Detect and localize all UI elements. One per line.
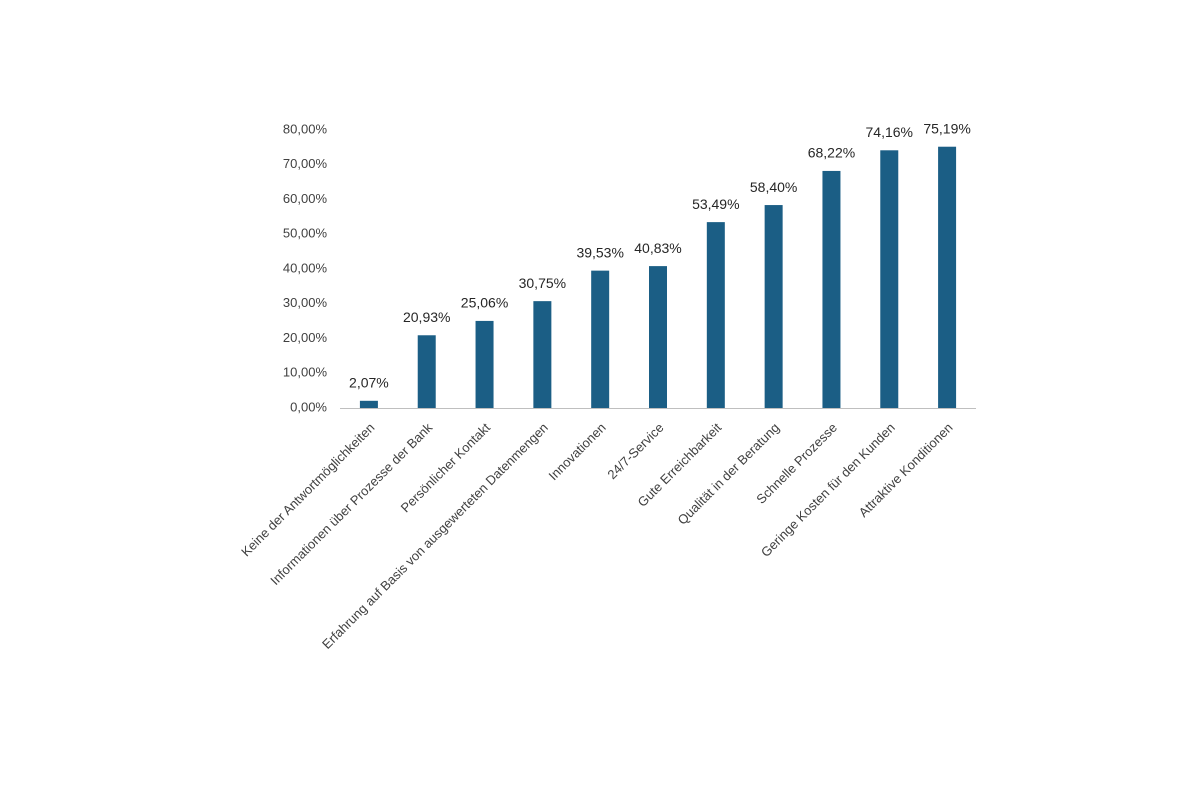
y-tick-label: 80,00% bbox=[283, 121, 328, 136]
value-label: 25,06% bbox=[461, 295, 508, 311]
y-tick-label: 30,00% bbox=[283, 295, 328, 310]
value-label: 53,49% bbox=[692, 196, 739, 212]
bar bbox=[764, 205, 783, 408]
y-tick-label: 70,00% bbox=[283, 156, 328, 171]
x-tick-label: Erfahrung auf Basis von ausgewerteten Da… bbox=[319, 420, 551, 652]
value-label: 39,53% bbox=[576, 244, 623, 260]
y-tick-label: 10,00% bbox=[283, 365, 328, 380]
x-tick-label: 24/7-Service bbox=[604, 420, 666, 482]
x-tick-label: Attraktive Konditionen bbox=[856, 420, 956, 520]
y-tick-label: 20,00% bbox=[283, 330, 328, 345]
bar bbox=[822, 170, 841, 408]
value-label: 2,07% bbox=[349, 375, 389, 391]
x-tick-label: Qualität in der Beratung bbox=[674, 420, 782, 528]
bar bbox=[938, 146, 957, 408]
bar bbox=[359, 400, 378, 408]
value-label: 74,16% bbox=[866, 124, 913, 140]
y-tick-label: 50,00% bbox=[283, 226, 328, 241]
y-tick-label: 0,00% bbox=[290, 399, 327, 414]
y-tick-label: 60,00% bbox=[283, 191, 328, 206]
value-label: 30,75% bbox=[519, 275, 566, 291]
x-tick-label: Innovationen bbox=[545, 420, 608, 483]
bar bbox=[591, 270, 610, 408]
bar bbox=[706, 222, 725, 408]
value-label: 58,40% bbox=[750, 179, 797, 195]
value-label: 68,22% bbox=[808, 145, 855, 161]
value-label: 75,19% bbox=[923, 120, 970, 136]
value-label: 40,83% bbox=[634, 240, 681, 256]
bar bbox=[649, 266, 667, 408]
bar bbox=[533, 301, 552, 408]
bar bbox=[880, 150, 899, 408]
y-tick-label: 40,00% bbox=[283, 260, 328, 275]
bar bbox=[417, 335, 436, 408]
bar bbox=[475, 320, 494, 408]
value-label: 20,93% bbox=[403, 309, 450, 325]
